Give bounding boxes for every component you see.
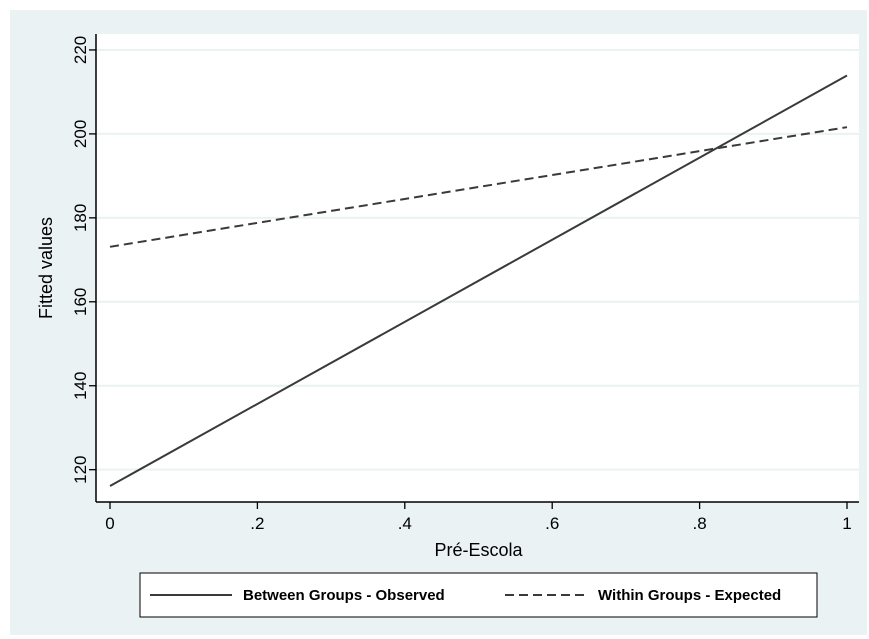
axes	[95, 34, 859, 503]
x-axis-title: Pré-Escola	[434, 540, 523, 560]
y-tick-label: 220	[71, 36, 90, 64]
y-tick-label: 140	[71, 372, 90, 400]
legend-box	[139, 572, 818, 618]
y-tick-label: 180	[71, 204, 90, 232]
y-tick-label: 160	[71, 288, 90, 316]
legend-label-between-groups: Between Groups - Observed	[243, 587, 445, 604]
x-tick-label: 0	[105, 514, 114, 533]
series-line-within-groups	[109, 126, 848, 248]
legend: Between Groups - Observed Within Groups …	[139, 572, 818, 618]
x-tick-label: .2	[250, 514, 264, 533]
series-lines	[109, 74, 848, 487]
series-line-between-groups	[109, 74, 848, 487]
plot-area	[96, 34, 859, 502]
axis-ticks: 120 140 160 180 200 220 0 .2 .4 .6 .8 1	[71, 36, 852, 533]
x-tick-label: .8	[693, 514, 707, 533]
gridlines	[96, 48, 859, 471]
y-tick-label: 120	[71, 455, 90, 483]
y-tick-label: 200	[71, 120, 90, 148]
x-tick-label: .6	[545, 514, 559, 533]
y-axis-title: Fitted values	[36, 217, 56, 319]
legend-label-within-groups: Within Groups - Expected	[598, 587, 781, 604]
x-tick-label: .4	[398, 514, 412, 533]
x-tick-label: 1	[842, 514, 851, 533]
